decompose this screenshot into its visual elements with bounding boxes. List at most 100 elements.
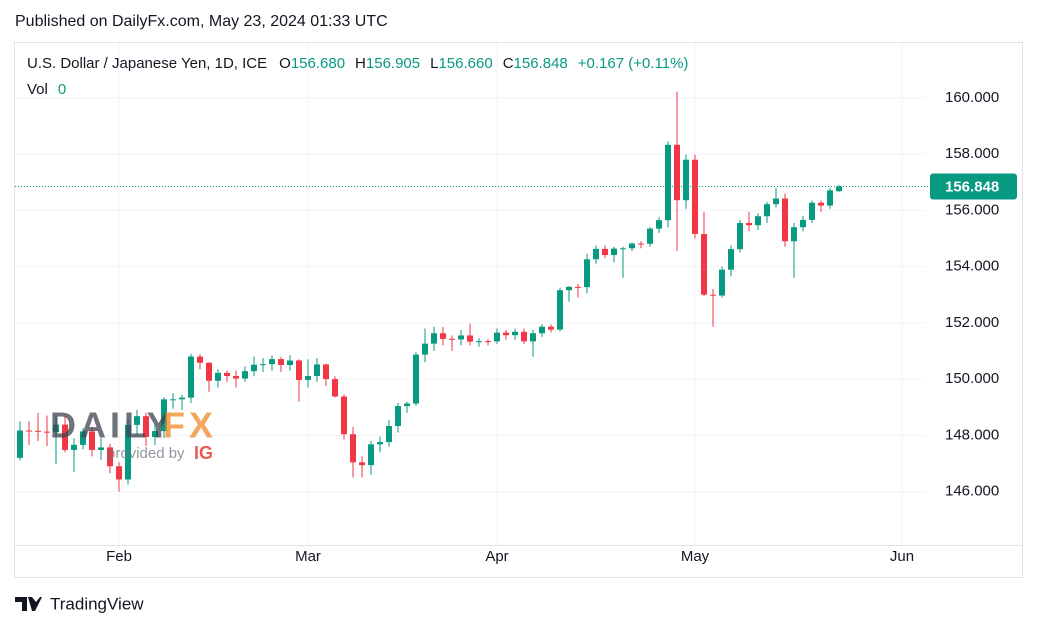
legend: U.S. Dollar / Japanese Yen, 1D, ICE O156.…	[27, 55, 688, 72]
candle-body	[719, 269, 725, 296]
candle-body	[80, 431, 86, 445]
candle-body	[98, 447, 104, 450]
candle-body	[629, 243, 635, 249]
y-tick-label: 150.000	[945, 370, 999, 387]
candle-body	[584, 259, 590, 288]
legend-value: 0	[58, 81, 66, 98]
grid	[15, 43, 925, 545]
candle-body	[107, 447, 113, 467]
candle-body	[359, 462, 365, 466]
candle-body	[377, 442, 383, 445]
candle-body	[53, 424, 59, 432]
candle-body	[737, 222, 743, 250]
candle-body	[440, 333, 446, 339]
x-tick-label: Mar	[295, 548, 321, 565]
candle-body	[692, 159, 698, 234]
legend-label: L	[430, 55, 438, 72]
y-tick-label: 148.000	[945, 426, 999, 443]
legend-change: +0.167 (+0.11%)	[578, 55, 689, 72]
candle-body	[224, 372, 230, 376]
candle-body	[62, 424, 68, 450]
candle-body	[413, 354, 419, 404]
y-tick-label: 156.000	[945, 201, 999, 218]
y-tick-label: 146.000	[945, 483, 999, 500]
candle-body	[656, 220, 662, 229]
candle-body	[206, 362, 212, 381]
candle-body	[710, 294, 716, 296]
candle-body	[71, 444, 77, 450]
published: Published on DailyFx.com, May 23, 2024 0…	[15, 13, 388, 30]
y-tick-label: 154.000	[945, 258, 999, 275]
last-price-badge	[930, 173, 1017, 200]
candle-body	[431, 333, 437, 344]
candle-body	[665, 144, 671, 221]
candle-body	[395, 406, 401, 427]
candle-body	[602, 248, 608, 256]
volume-legend: Vol 0	[27, 81, 66, 98]
candle-body	[476, 341, 482, 343]
candle-body	[548, 326, 554, 330]
legend-value: 156.660	[438, 55, 492, 72]
candle-body	[593, 248, 599, 260]
candle-body	[566, 286, 572, 291]
candle-body	[332, 379, 338, 397]
legend-symbol: U.S. Dollar / Japanese Yen, 1D, ICE	[27, 55, 267, 72]
candle-body	[827, 190, 833, 206]
legend-value: 156.680	[291, 55, 345, 72]
candle-body	[125, 424, 131, 480]
candle-body	[557, 290, 563, 330]
candle-body	[683, 159, 689, 201]
candle-body	[350, 434, 356, 463]
candle-body	[260, 364, 266, 366]
candle-body	[233, 375, 239, 379]
candle-body	[638, 243, 644, 245]
candle-body	[791, 227, 797, 242]
legend-value: 156.848	[514, 55, 568, 72]
candle-body	[422, 343, 428, 355]
y-tick-label: 158.000	[945, 145, 999, 162]
candle-body	[530, 333, 536, 342]
watermark: DAILY FX provided by IG	[50, 405, 213, 463]
candle-body	[647, 228, 653, 244]
legend-label: C	[503, 55, 514, 72]
candle-body	[800, 219, 806, 228]
candle-body	[494, 332, 500, 342]
candle-body	[197, 356, 203, 363]
axes: 146.000 148.000 150.000 152.000 154.000 156.0…	[106, 89, 999, 565]
candle-body	[152, 431, 158, 438]
watermark-provided: provided by	[107, 445, 185, 462]
candle-body	[89, 431, 95, 450]
overlay: 156.848	[15, 173, 1017, 200]
candle-body	[575, 286, 581, 288]
x-tick-label: Jun	[890, 548, 914, 565]
candle-body	[755, 216, 761, 226]
legend-label: Vol	[27, 81, 48, 98]
candles	[17, 91, 842, 492]
x-tick-label: Feb	[106, 548, 132, 565]
candle-body	[782, 198, 788, 242]
last-price-label: 156.848	[945, 178, 999, 195]
watermark-brand: DAILY	[50, 405, 175, 446]
candle-body	[404, 403, 410, 407]
candle-body	[143, 416, 149, 438]
tradingview-logo: TradingView	[15, 594, 144, 613]
candle-body	[26, 430, 32, 432]
candle-body	[179, 397, 185, 400]
watermark-ig: IG	[194, 443, 213, 463]
candle-body	[467, 335, 473, 342]
x-tick-label: May	[681, 548, 710, 565]
candle-body	[512, 331, 518, 336]
candle-body	[764, 204, 770, 217]
candle-body	[323, 364, 329, 380]
candle-body	[368, 444, 374, 466]
candle-body	[287, 360, 293, 366]
candle-body	[44, 431, 50, 433]
y-tick-label: 160.000	[945, 89, 999, 106]
candle-body	[836, 186, 842, 192]
candle-body	[116, 466, 122, 480]
candle-body	[35, 430, 41, 432]
candle-body	[278, 359, 284, 366]
